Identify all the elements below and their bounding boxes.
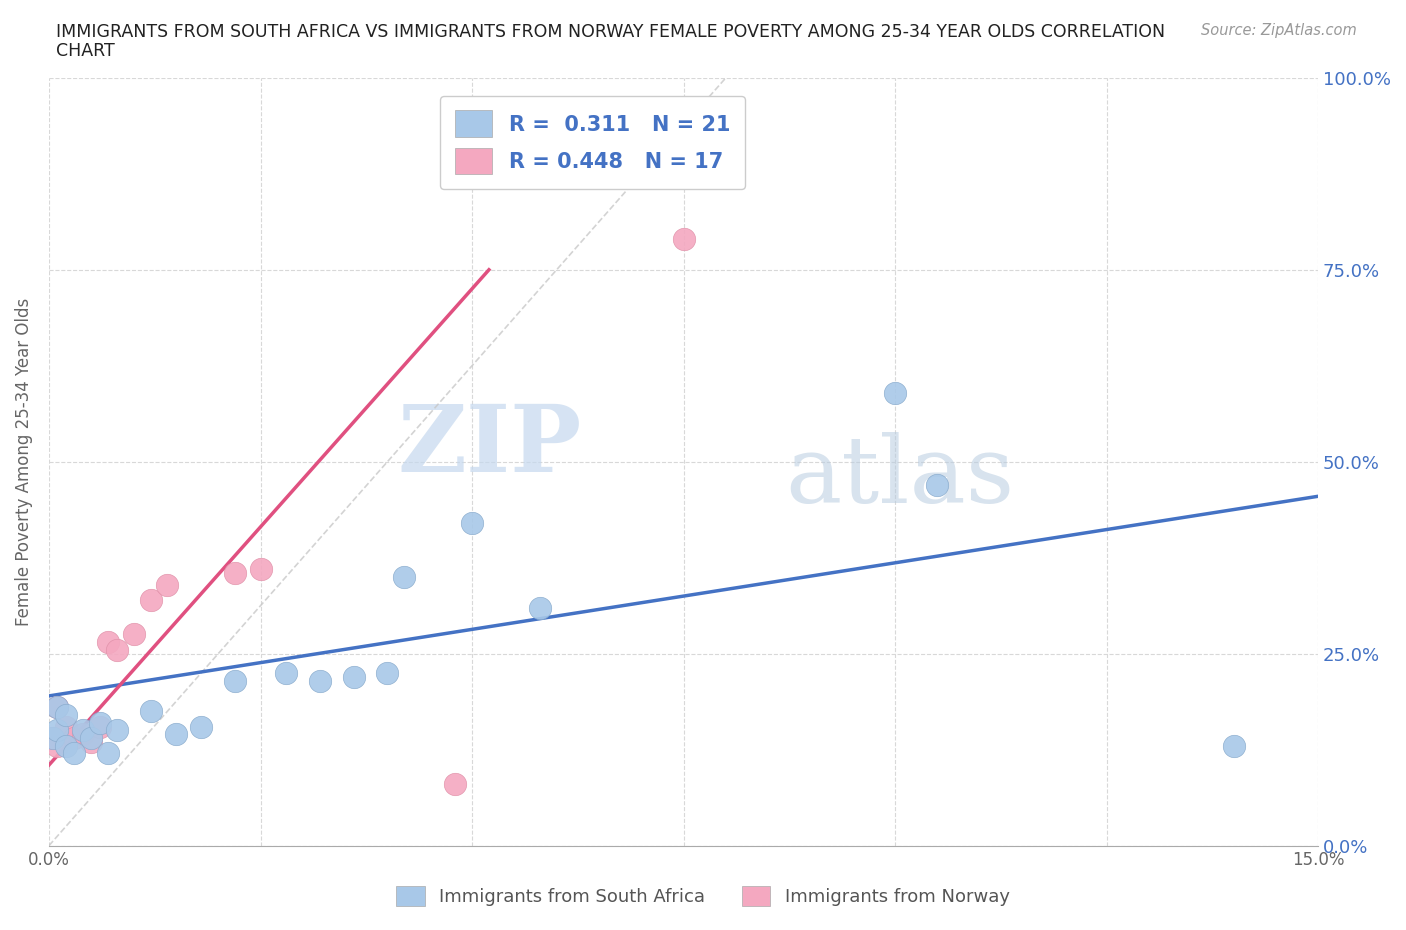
Point xyxy=(46,738,69,753)
Point xyxy=(224,565,246,580)
Text: Source: ZipAtlas.com: Source: ZipAtlas.com xyxy=(1201,23,1357,38)
Point xyxy=(308,673,330,688)
Point xyxy=(42,731,65,746)
Point xyxy=(274,666,297,681)
Point xyxy=(139,704,162,719)
Point xyxy=(1222,738,1244,753)
Point xyxy=(884,385,907,400)
Point xyxy=(342,670,364,684)
Point xyxy=(529,600,551,615)
Point xyxy=(139,592,162,607)
Point xyxy=(249,562,271,577)
Text: ZIP: ZIP xyxy=(398,402,582,491)
Point xyxy=(165,727,187,742)
Point xyxy=(46,700,69,715)
Point xyxy=(105,723,128,737)
Point xyxy=(156,578,179,592)
Y-axis label: Female Poverty Among 25-34 Year Olds: Female Poverty Among 25-34 Year Olds xyxy=(15,298,32,626)
Point xyxy=(55,708,77,723)
Point xyxy=(72,727,94,742)
Point xyxy=(97,746,120,761)
Point xyxy=(190,719,212,734)
Point xyxy=(63,746,86,761)
Point xyxy=(394,569,416,584)
Point xyxy=(89,715,111,730)
Point xyxy=(55,719,77,734)
Point xyxy=(377,666,399,681)
Point xyxy=(63,731,86,746)
Text: IMMIGRANTS FROM SOUTH AFRICA VS IMMIGRANTS FROM NORWAY FEMALE POVERTY AMONG 25-3: IMMIGRANTS FROM SOUTH AFRICA VS IMMIGRAN… xyxy=(56,23,1166,41)
Point xyxy=(42,731,65,746)
Legend: Immigrants from South Africa, Immigrants from Norway: Immigrants from South Africa, Immigrants… xyxy=(389,879,1017,913)
Legend: R =  0.311   N = 21, R = 0.448   N = 17: R = 0.311 N = 21, R = 0.448 N = 17 xyxy=(440,96,745,189)
Point xyxy=(105,643,128,658)
Point xyxy=(46,700,69,715)
Point xyxy=(46,723,69,737)
Text: atlas: atlas xyxy=(785,432,1014,522)
Point xyxy=(672,232,695,246)
Point xyxy=(122,627,145,642)
Point xyxy=(444,777,467,791)
Point xyxy=(97,634,120,649)
Point xyxy=(461,516,484,531)
Point xyxy=(55,738,77,753)
Point xyxy=(72,723,94,737)
Point xyxy=(927,477,949,492)
Text: CHART: CHART xyxy=(56,42,115,60)
Point xyxy=(89,719,111,734)
Point xyxy=(224,673,246,688)
Point xyxy=(80,731,103,746)
Point xyxy=(80,735,103,750)
